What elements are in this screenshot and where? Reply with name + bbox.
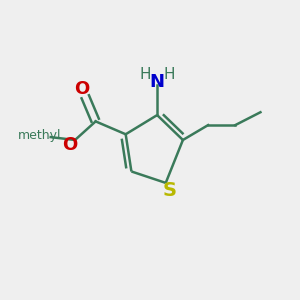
Text: H: H xyxy=(140,67,151,82)
Text: O: O xyxy=(62,136,77,154)
Text: H: H xyxy=(164,67,175,82)
Text: S: S xyxy=(162,182,176,200)
Text: methyl: methyl xyxy=(18,129,62,142)
Text: O: O xyxy=(74,80,89,98)
Text: N: N xyxy=(150,73,165,91)
